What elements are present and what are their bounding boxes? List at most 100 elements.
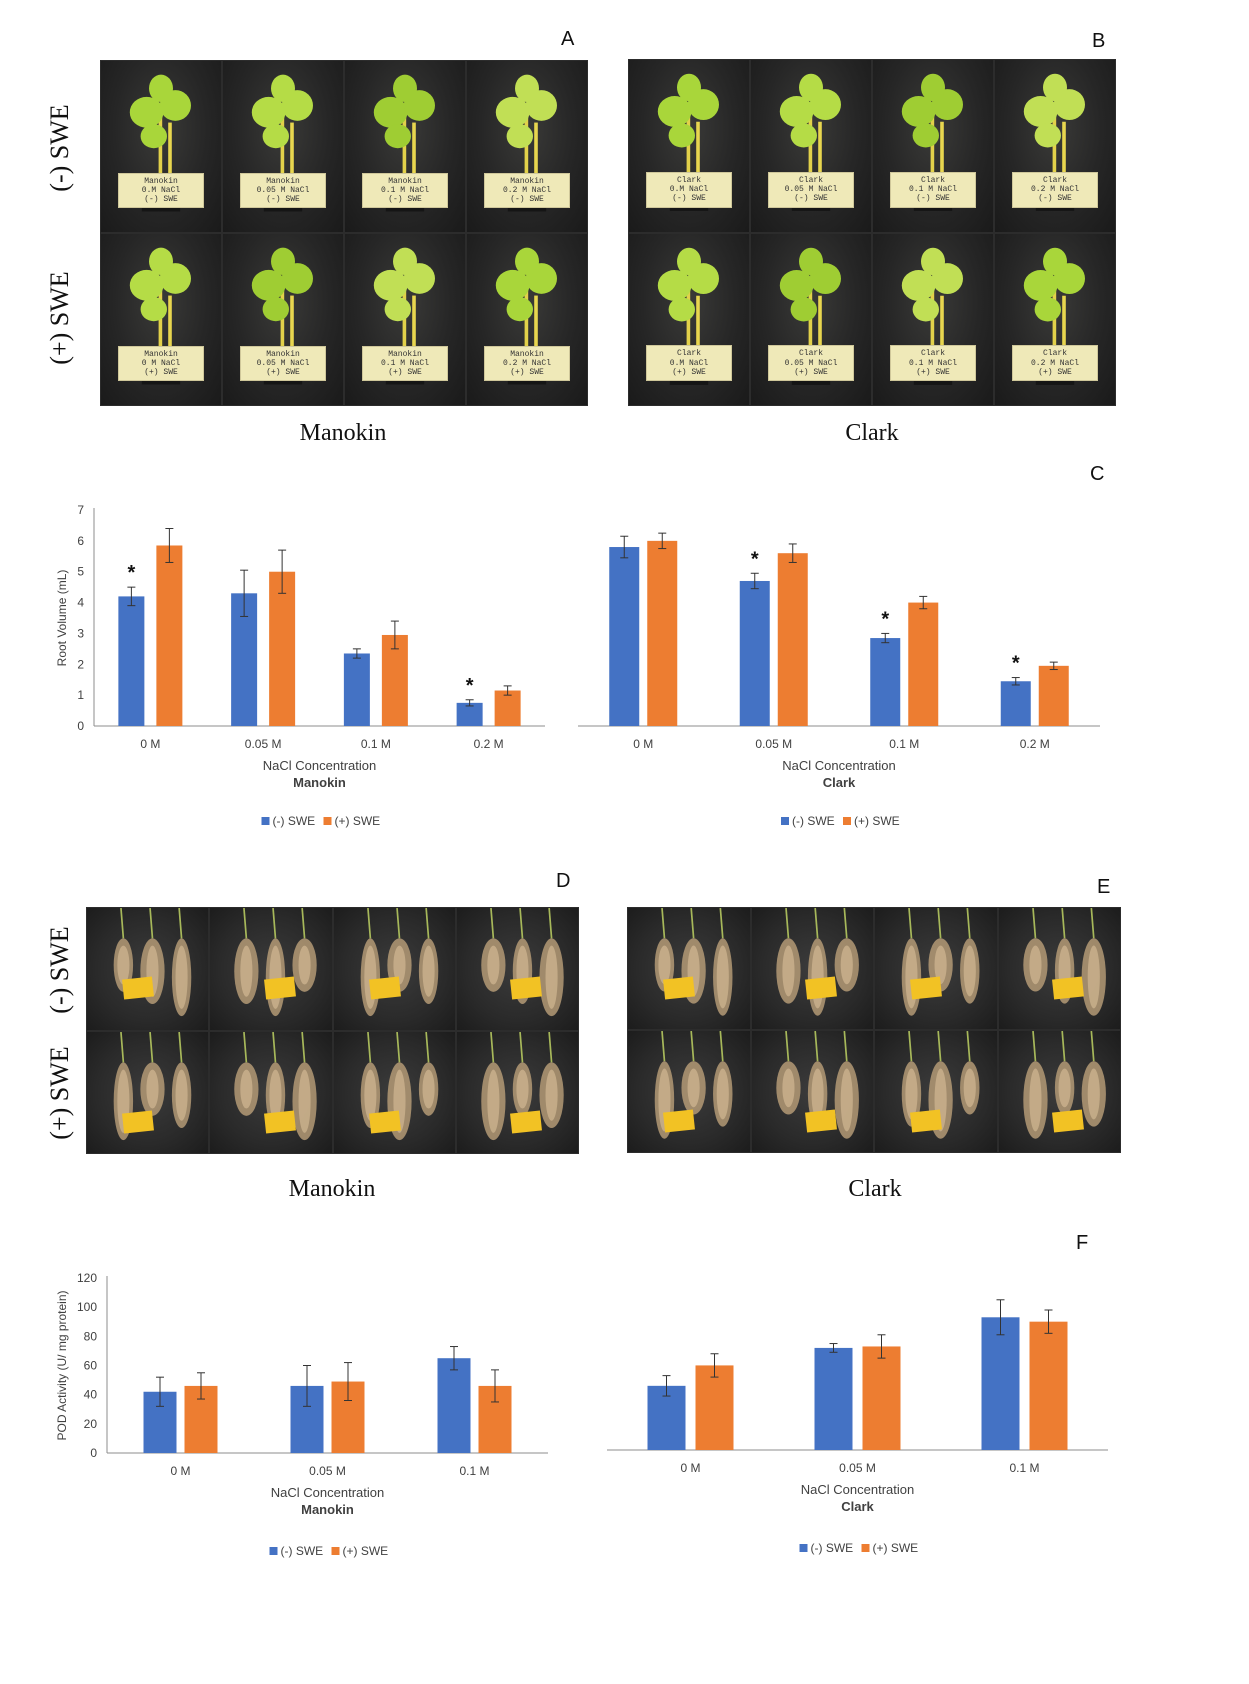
root-mass-highlight	[687, 1068, 700, 1108]
root-stem-shape	[243, 1031, 248, 1062]
root-stem-shape	[424, 1031, 429, 1062]
root-mass-highlight	[545, 945, 558, 1009]
root-image	[901, 908, 980, 1016]
plant-photo-cell: Manokin 0.2 M NaCl (+) SWE	[466, 233, 588, 406]
y-tick-label: 20	[84, 1417, 98, 1431]
y-tick-label: 2	[77, 657, 84, 671]
legend-swatch-plus-swe	[843, 817, 851, 825]
significance-asterisk: *	[751, 548, 759, 570]
plant-photo-cell: Clark 0.1 M NaCl (-) SWE	[872, 59, 994, 233]
root-mass-highlight	[363, 1069, 376, 1121]
photo-sample-label: Manokin 0.05 M NaCl (+) SWE	[240, 345, 326, 382]
photo-sample-label: Clark 0.1 M NaCl (+) SWE	[890, 345, 976, 381]
y-tick-label: 4	[77, 596, 84, 610]
row-label-minus-swe-top: (-) SWE	[45, 104, 74, 192]
panel-letter-d: D	[556, 870, 571, 892]
plant-photo-cell: Clark 0.2 M NaCl (+) SWE	[994, 232, 1116, 406]
legend-swatch-minus-swe	[799, 1544, 808, 1552]
legend-label-plus-swe: (+) SWE	[335, 814, 381, 828]
bar-plus-swe-1	[777, 553, 808, 726]
root-photo-cell-clark	[627, 907, 751, 1030]
root-stem-shape	[178, 1031, 183, 1062]
cultivar-label-clark-e: Clark	[848, 1176, 902, 1202]
sample-tag	[368, 1110, 401, 1134]
row-label-minus-swe-roots: (-) SWE	[45, 926, 74, 1014]
leaf-shape	[1043, 73, 1067, 102]
root-stem-shape	[1089, 1031, 1095, 1062]
x-tick-label: 0 M	[170, 1464, 190, 1478]
leaf-shape	[495, 96, 530, 128]
root-mass-highlight	[963, 1068, 976, 1108]
root-stem-shape	[908, 1031, 913, 1062]
root-stem-shape	[1060, 1031, 1065, 1062]
photo-sample-label: Manokin 0.2 M NaCl (+) SWE	[484, 345, 570, 382]
root-image	[113, 908, 192, 1017]
leaf-shape	[668, 123, 695, 148]
bar-minus-swe-1	[739, 580, 770, 726]
plant-photo-cell: Manokin 0.1 M NaCl (-) SWE	[344, 60, 466, 233]
x-axis-title: NaCl Concentration	[271, 1485, 384, 1500]
plant-photo-cell: Manokin 0.05 M NaCl (-) SWE	[222, 60, 344, 233]
x-tick-label: 0.1 M	[459, 1464, 489, 1478]
root-image	[360, 1031, 438, 1140]
root-photo-cell-manokin	[86, 907, 210, 1031]
root-mass-highlight	[487, 1069, 500, 1133]
root-photo-cell-clark	[997, 1030, 1121, 1153]
root-mass-highlight	[146, 1069, 159, 1109]
sample-tag	[510, 976, 543, 1000]
root-photo-cell-clark	[874, 907, 998, 1030]
root-photo-grid-clark	[627, 907, 1121, 1153]
leaf-shape	[1023, 96, 1058, 127]
root-stem-shape	[395, 908, 400, 939]
sample-tag	[805, 976, 838, 1000]
root-photo-cell-manokin	[332, 907, 456, 1031]
x-tick-label: 0.05 M	[839, 1461, 876, 1475]
root-stem-shape	[149, 1031, 154, 1062]
row-label-plus-swe-roots: (+) SWE	[45, 1046, 74, 1140]
plant-photo-cell: Clark 0.05 M NaCl (+) SWE	[750, 232, 872, 406]
leaf-shape	[901, 96, 936, 127]
leaf-shape	[677, 73, 701, 102]
stake-shape	[290, 295, 294, 358]
root-stem-shape	[908, 908, 913, 939]
plant-photo-cell: Clark 0.M NaCl (+) SWE	[628, 232, 750, 406]
y-axis-title: POD Activity (U/ mg protein)	[55, 1290, 69, 1440]
y-tick-label: 0	[77, 719, 84, 733]
plant-photo-grid-clark: Clark 0.M NaCl (-) SWE Clark 0.05 M NaCl …	[628, 59, 1116, 406]
plant-photo-cell: Manokin 0.M NaCl (-) SWE	[100, 60, 222, 233]
cultivar-label-manokin-d: Manokin	[288, 1176, 376, 1202]
root-mass-highlight	[840, 945, 853, 985]
root-stem-shape	[784, 908, 789, 939]
root-mass-highlight	[658, 945, 671, 985]
leaf-shape	[799, 247, 823, 275]
root-stem-shape	[842, 1031, 848, 1062]
root-mass-highlight	[840, 1068, 853, 1132]
bar-plus-swe-2	[1029, 1321, 1068, 1450]
bar-plus-swe-3	[494, 690, 521, 726]
root-stem-shape	[518, 1031, 524, 1062]
panel-letter-e: E	[1097, 876, 1111, 898]
y-tick-label: 60	[84, 1359, 98, 1373]
root-mass-highlight	[392, 945, 406, 985]
root-mass-highlight	[298, 945, 311, 985]
root-stem-shape	[937, 1031, 942, 1062]
root-stem-shape	[719, 1031, 724, 1062]
panel-letter-b: B	[1092, 30, 1106, 52]
root-stem-shape	[966, 1031, 971, 1062]
y-axis-title: Root Volume (mL)	[55, 570, 69, 667]
photo-sample-label: Clark 0.2 M NaCl (-) SWE	[1012, 171, 1098, 208]
legend-swatch-minus-swe	[261, 817, 270, 825]
x-axis-title: NaCl Concentration	[263, 758, 376, 773]
plant-photo-cell: Manokin 0 M NaCl (+) SWE	[100, 233, 222, 406]
bar-minus-swe-2	[870, 638, 901, 726]
root-stem-shape	[937, 908, 942, 939]
significance-asterisk: *	[127, 562, 135, 584]
x-axis-title: NaCl Concentration	[782, 758, 895, 773]
leaf-shape	[790, 123, 817, 148]
row-label-plus-swe-top: (+) SWE	[45, 271, 74, 365]
root-stem-shape	[690, 1031, 695, 1062]
bar-minus-swe-2	[343, 653, 370, 726]
root-stem-shape	[272, 1031, 277, 1062]
legend-label-minus-swe: (-) SWE	[273, 814, 316, 828]
root-mass-highlight	[716, 945, 729, 1009]
